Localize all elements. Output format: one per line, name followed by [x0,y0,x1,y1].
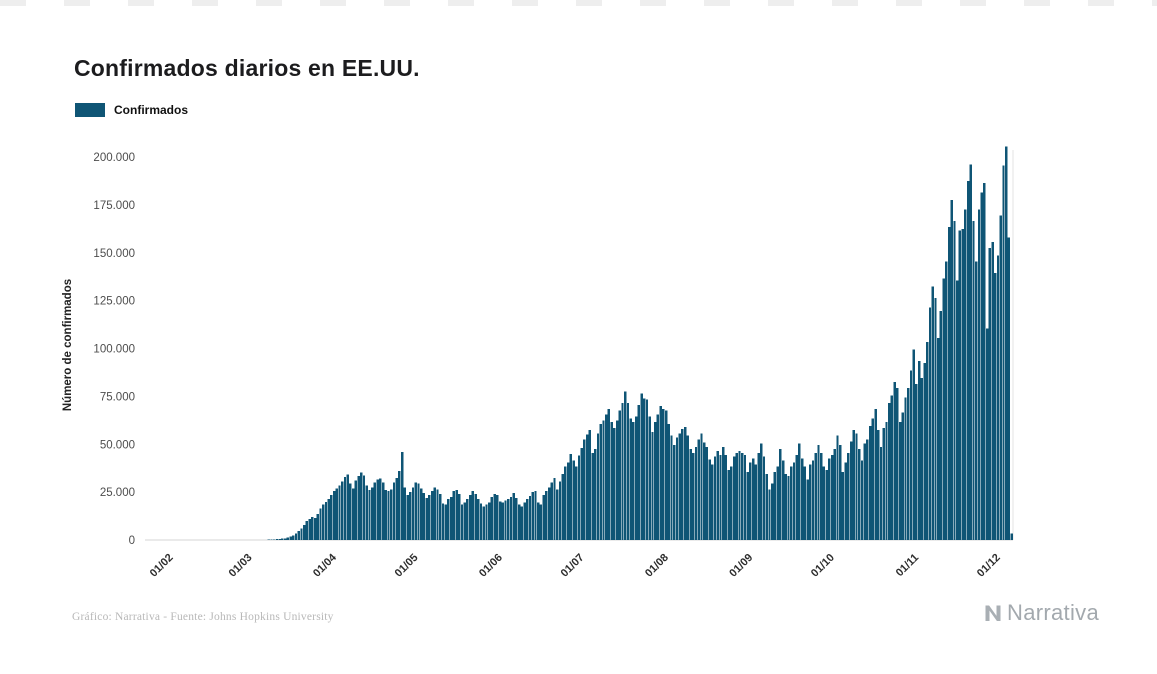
narrativa-logo-icon [981,601,1005,625]
top-edge-artifact [0,0,1157,6]
narrativa-brand: Narrativa [981,600,1099,626]
svg-text:01/09: 01/09 [727,552,755,580]
bar-chart-canvas: 0 25.000 50.000 75.000 100.000 125.000 150.000… [93,146,1014,580]
svg-text:100.000: 100.000 [93,344,135,356]
svg-text:50.000: 50.000 [100,439,135,451]
svg-text:200.000: 200.000 [93,152,135,164]
legend: Confirmados [75,103,188,117]
legend-label-confirmados: Confirmados [114,103,189,117]
svg-text:01/07: 01/07 [559,552,587,580]
svg-text:01/06: 01/06 [477,552,505,580]
svg-text:0: 0 [129,535,135,547]
svg-text:01/04: 01/04 [311,551,340,580]
svg-text:01/02: 01/02 [148,552,176,580]
svg-text:175.000: 175.000 [93,200,135,212]
svg-text:75.000: 75.000 [100,391,135,403]
bar-chart: 0 25.000 50.000 75.000 100.000 125.000 150.000… [60,140,1065,620]
svg-text:01/05: 01/05 [393,552,421,580]
narrativa-wordmark: Narrativa [1007,600,1099,625]
svg-text:01/08: 01/08 [643,552,671,580]
legend-swatch-confirmados [75,103,105,117]
svg-text:01/11: 01/11 [894,552,922,580]
svg-text:125.000: 125.000 [93,296,135,308]
svg-text:25.000: 25.000 [100,487,135,499]
chart-title: Confirmados diarios en EE.UU. [74,55,420,82]
svg-text:01/03: 01/03 [227,552,255,580]
chart-credit: Gráfico: Narrativa - Fuente: Johns Hopki… [72,611,334,623]
svg-text:01/10: 01/10 [809,552,837,580]
svg-text:01/12: 01/12 [975,552,1003,580]
svg-text:150.000: 150.000 [93,248,135,260]
